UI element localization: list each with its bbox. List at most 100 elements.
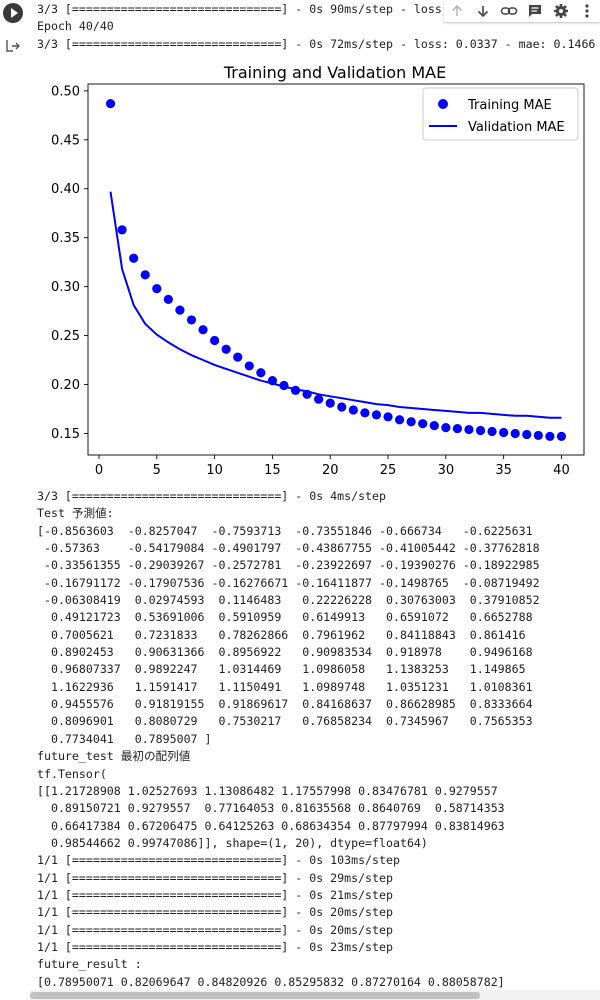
output-line: Test 予測値: — [37, 506, 114, 521]
training-mae-point — [441, 422, 451, 433]
output-line: 0.49121723 0.53691006 0.5910959 0.614991… — [50, 610, 533, 625]
link-icon[interactable] — [500, 2, 518, 20]
output-line: -0.16791172 -0.17907536 -0.16276671 -0.1… — [43, 575, 540, 590]
training-mae-point — [348, 405, 358, 415]
mae-chart: Training and Validation MAE 0.15 0.20 0.25… — [51, 63, 585, 478]
training-mae-point — [383, 412, 393, 422]
training-mae-point — [290, 385, 301, 395]
x-tick-label: 10 — [206, 463, 223, 478]
training-mae-point — [279, 380, 289, 391]
y-tick-label: 0.40 — [51, 182, 80, 197]
legend-label-training: Training MAE — [467, 98, 552, 113]
training-mae-point — [406, 417, 416, 427]
y-tick-label: 0.20 — [51, 378, 80, 393]
training-mae-point — [533, 430, 543, 441]
prediction-output: 3/3 [==============================] - 0… — [37, 488, 540, 991]
output-line: 0.89150721 0.9279557 0.77164053 0.816355… — [50, 801, 505, 816]
training-mae-point — [429, 421, 439, 431]
y-tick-label: 0.15 — [51, 427, 80, 442]
training-mae-point — [175, 305, 185, 315]
gear-icon[interactable] — [552, 2, 570, 20]
x-tick-label: 35 — [495, 463, 512, 478]
y-tick-label: 0.35 — [51, 231, 80, 246]
output-line: tf.Tensor( — [37, 766, 107, 781]
training-mae-point — [267, 376, 278, 386]
output-icon — [6, 40, 20, 52]
training-mae-point — [337, 402, 347, 412]
output-line: 0.8902453 0.90631366 0.8956922 0.9098353… — [50, 645, 533, 660]
output-line: 0.7005621 0.7231833 0.78262866 0.7961962… — [50, 627, 526, 642]
training-mae-point — [452, 423, 462, 434]
legend-label-validation: Validation MAE — [468, 120, 565, 135]
training-mae-point — [464, 424, 474, 435]
comment-icon[interactable] — [526, 2, 544, 20]
y-axis: 0.15 0.20 0.25 0.30 0.35 0.40 0.45 0.50 — [51, 84, 88, 442]
output-line: 0.96807337 0.9892247 1.0314469 1.0986058… — [50, 662, 526, 677]
output-line: 1/1 [==============================] - 0… — [37, 939, 393, 954]
output-line: -0.33561355 -0.29039267 -0.2572781 -0.23… — [43, 558, 540, 573]
output-line: 1/1 [==============================] - 0… — [37, 905, 393, 920]
output-line: -0.57363 -0.54179084 -0.4901797 -0.43867… — [43, 541, 540, 556]
training-mae-point — [163, 294, 173, 304]
scrollbar-thumb[interactable] — [30, 992, 480, 999]
output-line: [[1.21728908 1.02527693 1.13086482 1.175… — [37, 783, 498, 798]
output-line: 3/3 [==============================] - 0… — [37, 489, 387, 503]
x-tick-label: 0 — [95, 463, 103, 478]
training-mae-point — [140, 270, 150, 280]
training-mae-point — [522, 429, 532, 440]
training-mae-point — [117, 225, 127, 235]
training-mae-point — [256, 368, 266, 378]
training-mae-point — [325, 398, 335, 408]
output-line: 1.1622936 1.1591417 1.1150491 1.0989748 … — [50, 679, 533, 694]
arrow-up-icon[interactable] — [448, 2, 466, 20]
run-cell-button[interactable] — [3, 3, 23, 23]
training-mae-point — [499, 427, 509, 438]
legend-box — [422, 87, 579, 141]
x-tick-label: 15 — [264, 463, 281, 478]
training-series — [105, 98, 567, 442]
training-mae-point — [221, 344, 231, 354]
training-mae-point — [152, 283, 162, 294]
y-tick-label: 0.30 — [51, 280, 80, 295]
output-line-progress: 3/3 [==============================] - 0… — [37, 2, 442, 16]
output-line: 1/1 [==============================] - 0… — [37, 870, 393, 885]
training-mae-point — [556, 431, 567, 442]
arrow-down-icon[interactable] — [474, 2, 492, 20]
validation-mae-line — [109, 191, 562, 419]
training-mae-point — [105, 98, 116, 109]
output-line: future_result : — [37, 957, 142, 972]
training-mae-point — [129, 253, 139, 263]
x-tick-label: 40 — [553, 463, 570, 478]
y-tick-label: 0.25 — [51, 329, 80, 344]
training-mae-point — [510, 428, 520, 439]
cell-gutter — [0, 0, 30, 1000]
training-mae-point — [360, 408, 370, 418]
training-mae-point — [302, 389, 312, 399]
cell-toolbar — [444, 0, 600, 22]
x-axis: 0 5 10 15 20 25 30 35 40 — [95, 455, 570, 478]
legend-marker-training — [438, 99, 448, 109]
y-tick-label: 0.50 — [51, 84, 80, 99]
x-tick-label: 20 — [322, 463, 339, 478]
training-mae-point — [210, 335, 220, 346]
output-line: 0.98544662 0.99747086]], shape=(1, 20), … — [50, 835, 428, 850]
output-line: 0.66417384 0.67206475 0.64125263 0.68634… — [50, 818, 505, 833]
output-line: [0.78950071 0.82069647 0.84820926 0.8529… — [37, 974, 505, 989]
more-icon[interactable] — [578, 2, 596, 20]
output-line: [-0.8563603 -0.8257047 -0.7593713 -0.735… — [37, 523, 533, 538]
horizontal-scrollbar[interactable] — [30, 990, 600, 1000]
training-mae-point — [233, 352, 243, 362]
output-line: -0.06308419 0.02974593 0.1146483 0.22226… — [43, 593, 540, 608]
legend: Training MAE Validation MAE — [422, 87, 579, 141]
output-line: 1/1 [==============================] - 0… — [37, 922, 393, 937]
output-line-epoch: Epoch 40/40 — [37, 19, 114, 33]
output-line: 1/1 [==============================] - 0… — [37, 887, 393, 902]
training-mae-point — [244, 361, 254, 371]
training-mae-point — [371, 410, 382, 420]
y-tick-label: 0.45 — [51, 133, 80, 148]
plot-area — [87, 83, 585, 456]
training-mae-point — [545, 431, 555, 442]
training-mae-point — [314, 394, 324, 404]
output-line: future_test 最初の配列値 — [37, 749, 191, 764]
output-line: 0.8096901 0.8080729 0.7530217 0.76858234… — [50, 714, 533, 729]
